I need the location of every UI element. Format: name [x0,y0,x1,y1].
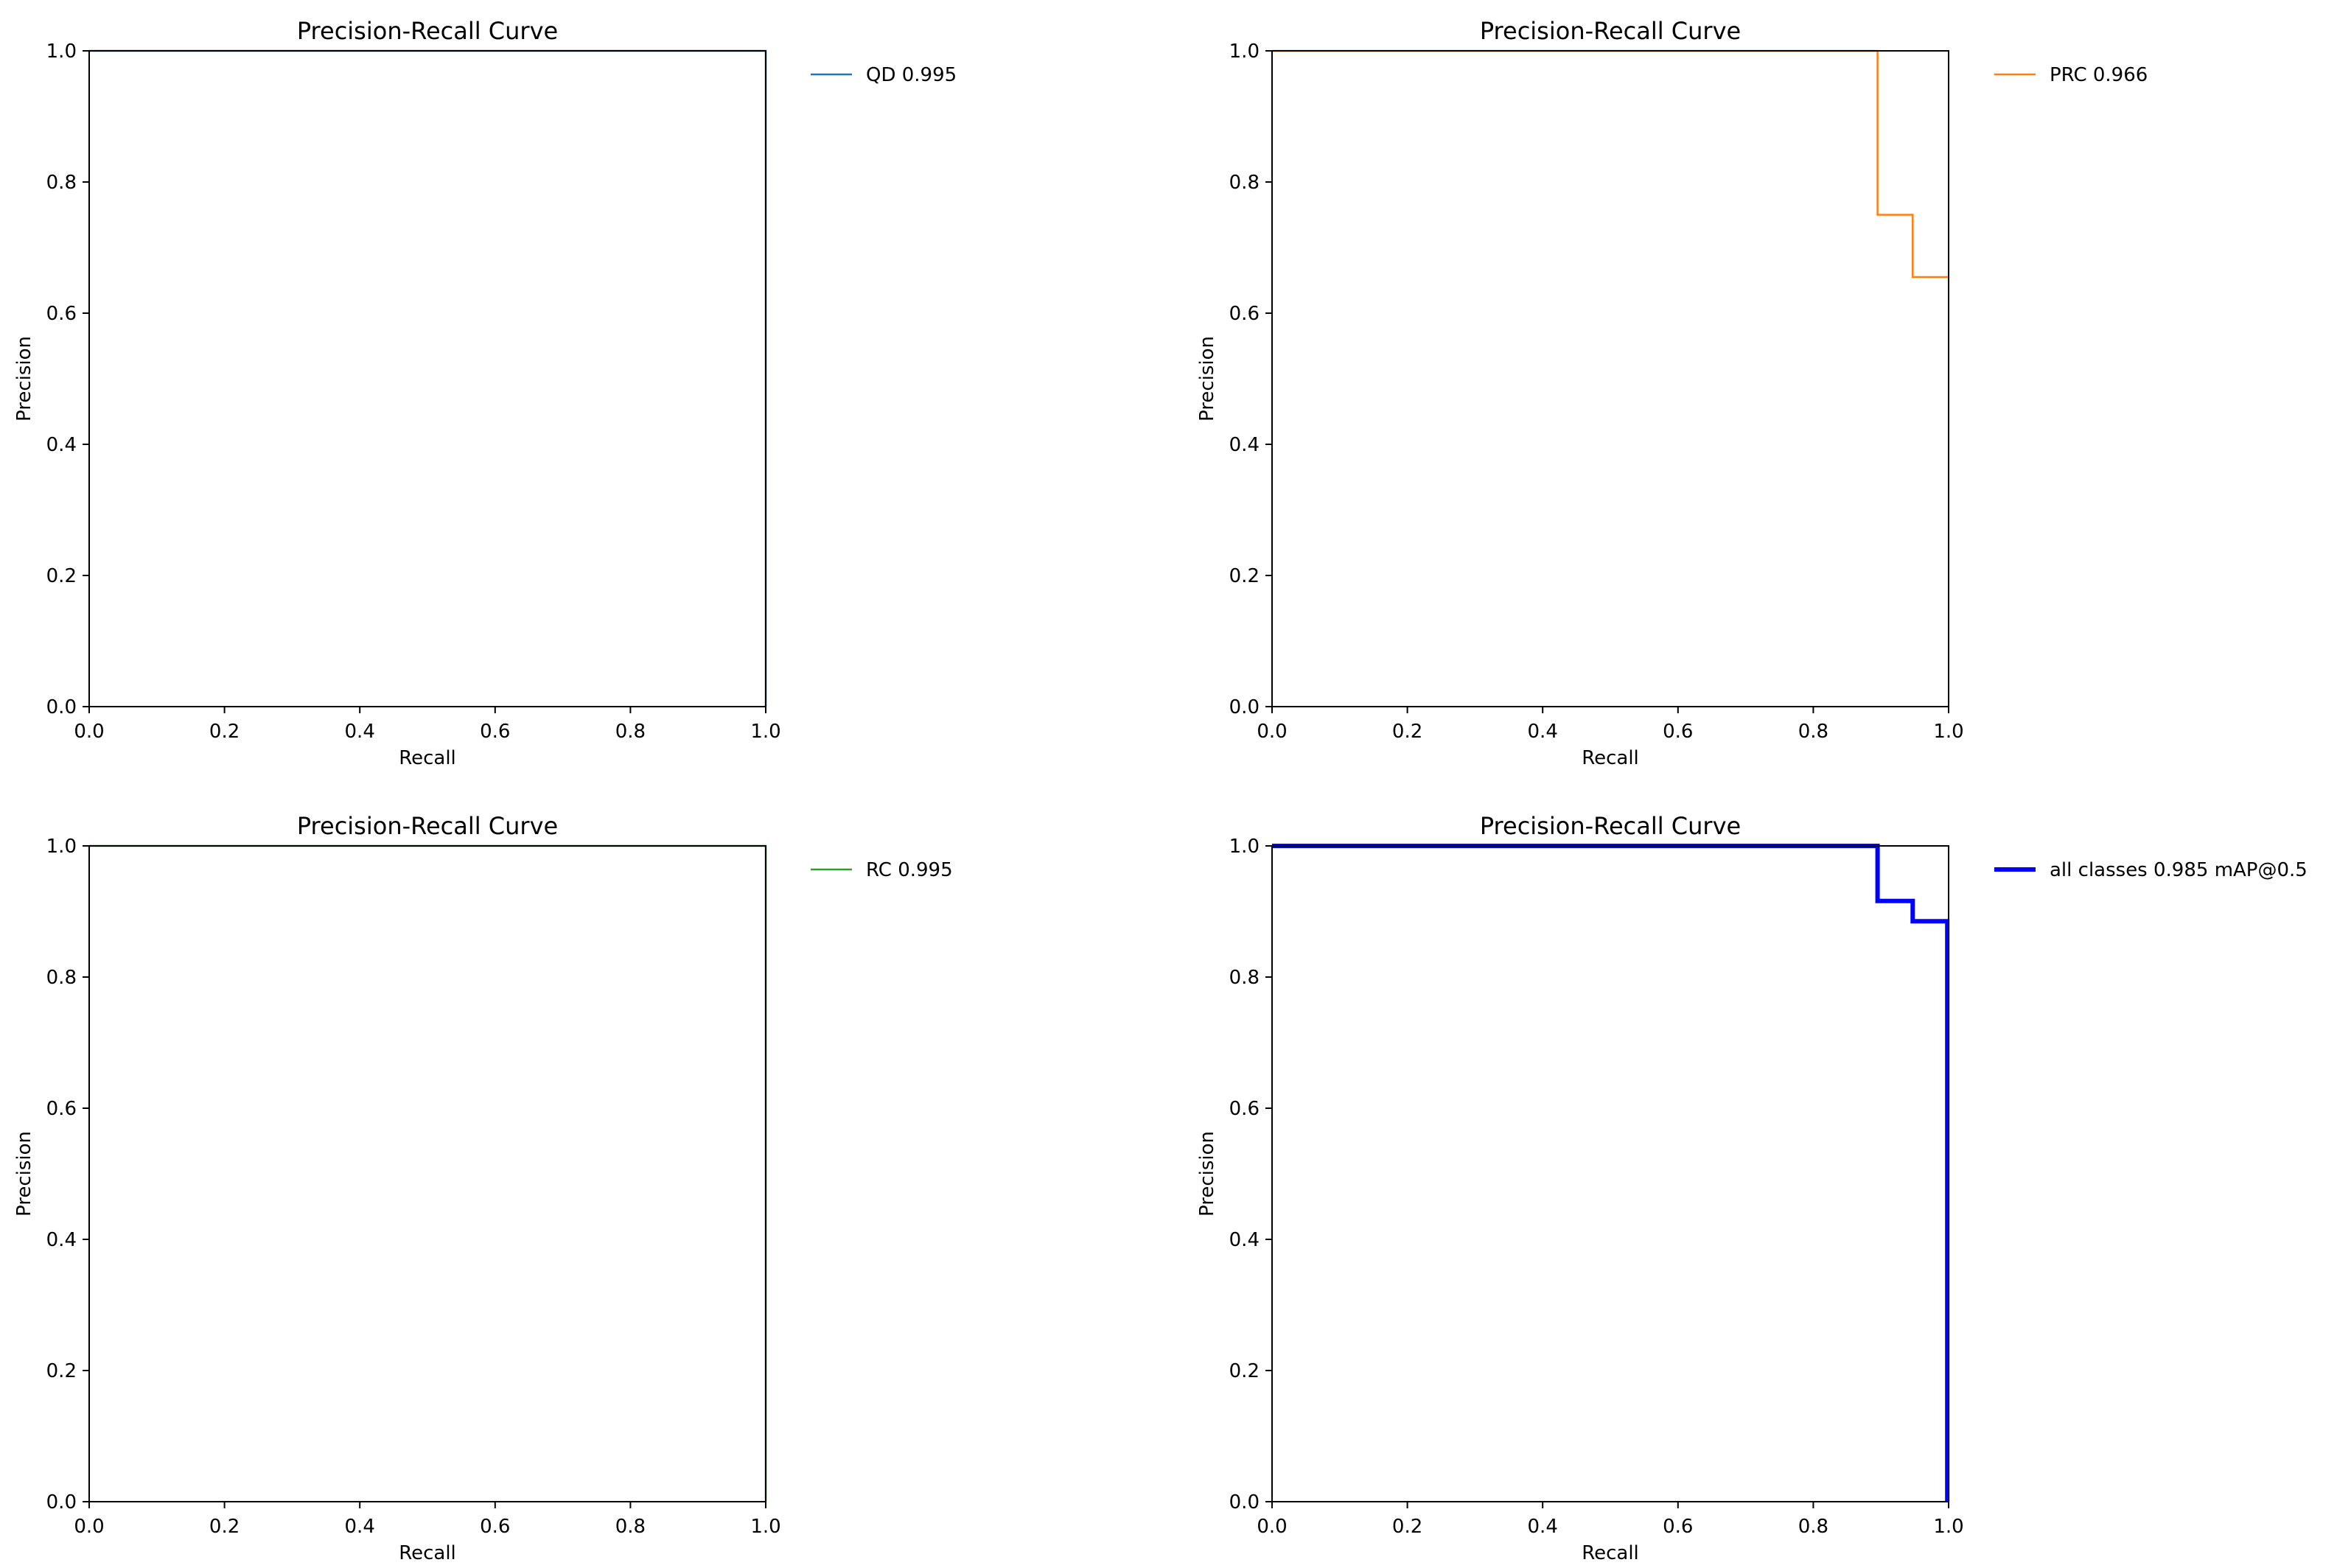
x-tick-label: 1.0 [1933,1516,1963,1538]
x-tick-label: 0.4 [345,1516,375,1538]
chart-panel-1: 0.0 0.2 0.4 0.6 0.8 1.0 0.0 0.2 0.4 0.6 0.8 1.0 Prec… [13,17,957,769]
x-axis-label: Recall [399,747,456,769]
y-tick-label: 0.4 [1229,1229,1260,1251]
x-tick-label: 0.2 [1392,721,1422,743]
plot-frame [1271,50,1949,707]
x-tick-label: 0.6 [1663,721,1693,743]
x-tick-label: 0.8 [1798,721,1828,743]
y-tick-label: 1.0 [46,41,77,63]
chart-title: Precision-Recall Curve [1480,17,1741,45]
plot-frame [88,50,766,707]
plot-frame [1271,845,1949,1502]
y-tick-label: 0.6 [46,1098,77,1120]
y-tick-label: 0.4 [46,1229,77,1251]
legend-label: all classes 0.985 mAP@0.5 [2050,859,2308,881]
y-axis-label: Precision [13,336,35,421]
y-tick-label: 0.2 [46,565,77,587]
y-tick-label: 0.8 [46,172,77,194]
y-tick-label: 0.2 [1229,1360,1260,1382]
x-tick-label: 0.0 [1257,721,1287,743]
x-axis-label: Recall [399,1542,456,1564]
x-tick-label: 0.0 [1257,1516,1287,1538]
x-tick-label: 0.4 [1528,1516,1558,1538]
y-tick-label: 0.8 [1229,967,1260,989]
x-tick-label: 0.0 [74,1516,104,1538]
x-tick-label: 0.2 [209,721,240,743]
x-axis-label: Recall [1582,1542,1639,1564]
x-tick-label: 0.8 [1798,1516,1828,1538]
y-tick-label: 1.0 [1229,836,1260,858]
y-tick-label: 0.6 [1229,1098,1260,1120]
x-tick-label: 1.0 [1933,721,1963,743]
y-tick-label: 0.0 [1229,1491,1260,1513]
y-axis-label: Precision [13,1131,35,1217]
chart-title: Precision-Recall Curve [297,812,558,840]
x-tick-label: 0.8 [615,721,646,743]
y-tick-label: 1.0 [1229,41,1260,63]
series-line-1 [1272,844,1950,1502]
y-axis-label: Precision [1196,1131,1218,1217]
x-tick-label: 0.4 [345,721,375,743]
x-tick-label: 0.6 [1663,1516,1693,1538]
y-tick-label: 0.2 [1229,565,1260,587]
x-tick-label: 0.4 [1528,721,1558,743]
chart-panel-4: 0.0 0.2 0.4 0.6 0.8 1.0 0.0 0.2 0.4 0.6 0.8 1.0 Prec… [1196,812,2308,1564]
plot-frame [88,845,766,1502]
y-tick-label: 0.0 [1229,696,1260,718]
y-tick-label: 0.4 [1229,434,1260,456]
legend-label: QD 0.995 [866,64,957,86]
y-tick-label: 0.0 [46,1491,77,1513]
x-tick-label: 1.0 [750,721,780,743]
y-axis-label: Precision [1196,336,1218,421]
x-tick-label: 0.2 [209,1516,240,1538]
y-tick-label: 0.8 [1229,172,1260,194]
series-line-1 [89,49,767,707]
series-line-1 [89,844,767,1502]
legend-label: PRC 0.966 [2050,64,2148,86]
x-tick-label: 0.6 [480,721,510,743]
y-tick-label: 0.8 [46,967,77,989]
x-tick-label: 0.6 [480,1516,510,1538]
y-tick-label: 1.0 [46,836,77,858]
y-tick-label: 0.4 [46,434,77,456]
chart-title: Precision-Recall Curve [297,17,558,45]
x-tick-label: 1.0 [750,1516,780,1538]
legend-label: RC 0.995 [866,859,953,881]
x-tick-label: 0.0 [74,721,104,743]
x-axis-label: Recall [1582,747,1639,769]
x-tick-label: 0.2 [1392,1516,1422,1538]
y-tick-label: 0.0 [46,696,77,718]
y-tick-label: 0.2 [46,1360,77,1382]
chart-panel-3: 0.0 0.2 0.4 0.6 0.8 1.0 0.0 0.2 0.4 0.6 0.8 1.0 Prec… [13,812,953,1564]
x-tick-label: 0.8 [615,1516,646,1538]
series-line-1 [1272,49,1949,279]
y-tick-label: 0.6 [46,303,77,325]
chart-title: Precision-Recall Curve [1480,812,1741,840]
y-tick-label: 0.6 [1229,303,1260,325]
chart-panel-2: 0.0 0.2 0.4 0.6 0.8 1.0 0.0 0.2 0.4 0.6 0.8 1.0 Prec… [1196,17,2148,769]
